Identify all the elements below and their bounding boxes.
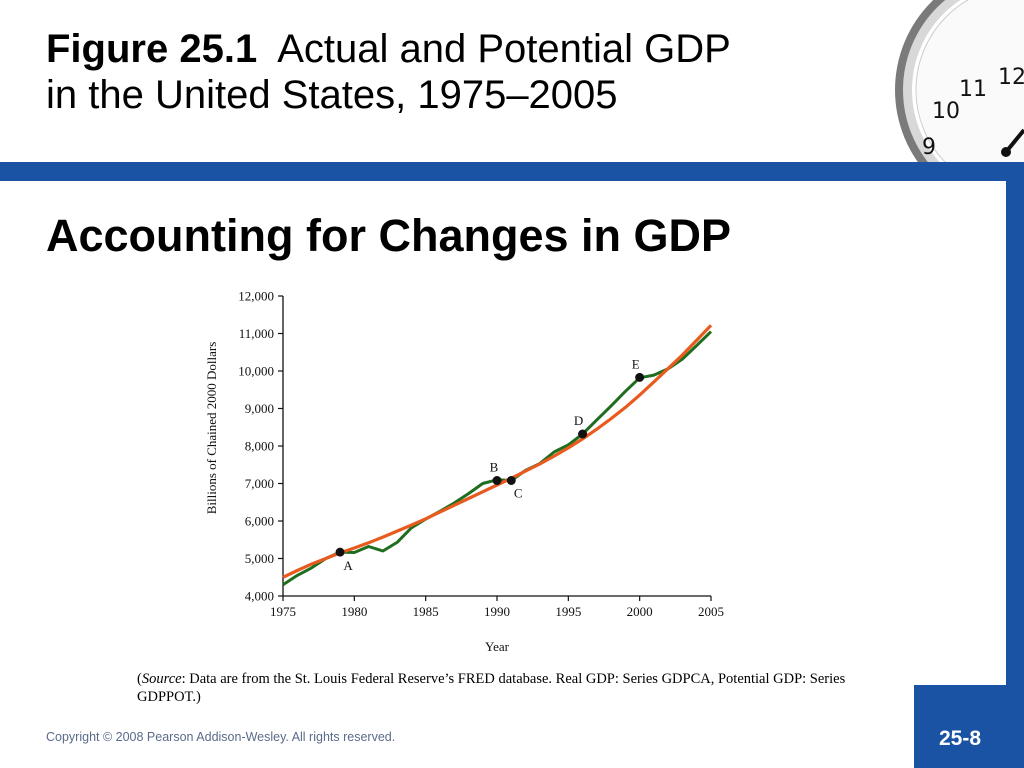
point-b-marker — [492, 476, 502, 485]
clock-numeral-10: 10 — [932, 99, 960, 124]
y-tick-label: 9,000 — [245, 401, 274, 416]
source-note: (Source: Data are from the St. Louis Fed… — [137, 670, 857, 706]
x-tick-label: 2000 — [627, 604, 653, 619]
point-c-label: C — [514, 486, 523, 501]
figure-title-line2: in the United States, 1975–2005 — [46, 73, 618, 117]
y-axis-label: Billions of Chained 2000 Dollars — [204, 342, 219, 515]
point-a-label: A — [343, 558, 353, 573]
x-tick-label: 1990 — [484, 604, 510, 619]
y-tick-label: 12,000 — [238, 289, 274, 304]
y-tick-label: 4,000 — [245, 589, 274, 604]
actual-gdp-line — [282, 330, 713, 587]
page-number: 25-8 — [938, 727, 982, 750]
figure-title-line1: Actual and Potential GDP — [277, 27, 731, 71]
source-italic: Source — [141, 671, 182, 687]
copyright-text: Copyright © 2008 Pearson Addison-Wesley.… — [46, 730, 396, 744]
header-band — [0, 162, 1024, 181]
clock-numeral-11: 11 — [959, 77, 987, 102]
gdp-line-chart: 4,000 5,000 6,000 7,000 8,000 9,000 10,000 11,0… — [204, 289, 724, 655]
clock-numeral-12: 12 — [998, 65, 1024, 90]
point-e-label: E — [632, 356, 640, 371]
y-tick-label: 8,000 — [245, 439, 274, 454]
y-tick-label: 6,000 — [245, 514, 274, 529]
clock-numeral-9: 9 — [922, 135, 936, 160]
chart-points: A BC D E — [335, 356, 645, 573]
x-tick-label: 1980 — [341, 604, 367, 619]
point-d-label: D — [574, 413, 583, 428]
page-number-box — [914, 685, 1006, 768]
x-tick-label: 1975 — [270, 604, 296, 619]
clock-icon: 12 11 10 9 — [880, 0, 1024, 166]
x-tick-label: 1995 — [555, 604, 581, 619]
y-tick-label: 10,000 — [238, 364, 274, 379]
point-b-label: B — [490, 460, 499, 475]
chart-series — [282, 324, 713, 587]
page-title: Figure 25.1 Actual and Potential GDP in … — [46, 26, 866, 118]
y-tick-label: 5,000 — [245, 551, 274, 566]
potential-gdp-line — [282, 324, 713, 579]
x-axis-label: Year — [485, 639, 510, 654]
point-c-marker — [506, 476, 516, 485]
point-e-marker — [635, 372, 645, 382]
point-a-marker — [335, 547, 345, 557]
x-tick-label: 1985 — [413, 604, 439, 619]
point-d-marker — [578, 429, 588, 439]
figure-number: Figure 25.1 — [46, 27, 258, 71]
source-text: : Data are from the St. Louis Federal Re… — [137, 671, 846, 705]
y-tick-label: 7,000 — [245, 476, 274, 491]
section-heading: Accounting for Changes in GDP — [46, 210, 732, 261]
source-open-paren: ( — [137, 671, 142, 687]
side-band — [1006, 162, 1024, 768]
chart-axes: 4,000 5,000 6,000 7,000 8,000 9,000 10,000 11,0… — [238, 289, 724, 620]
x-tick-label: 2005 — [698, 604, 724, 619]
y-tick-label: 11,000 — [239, 326, 274, 341]
